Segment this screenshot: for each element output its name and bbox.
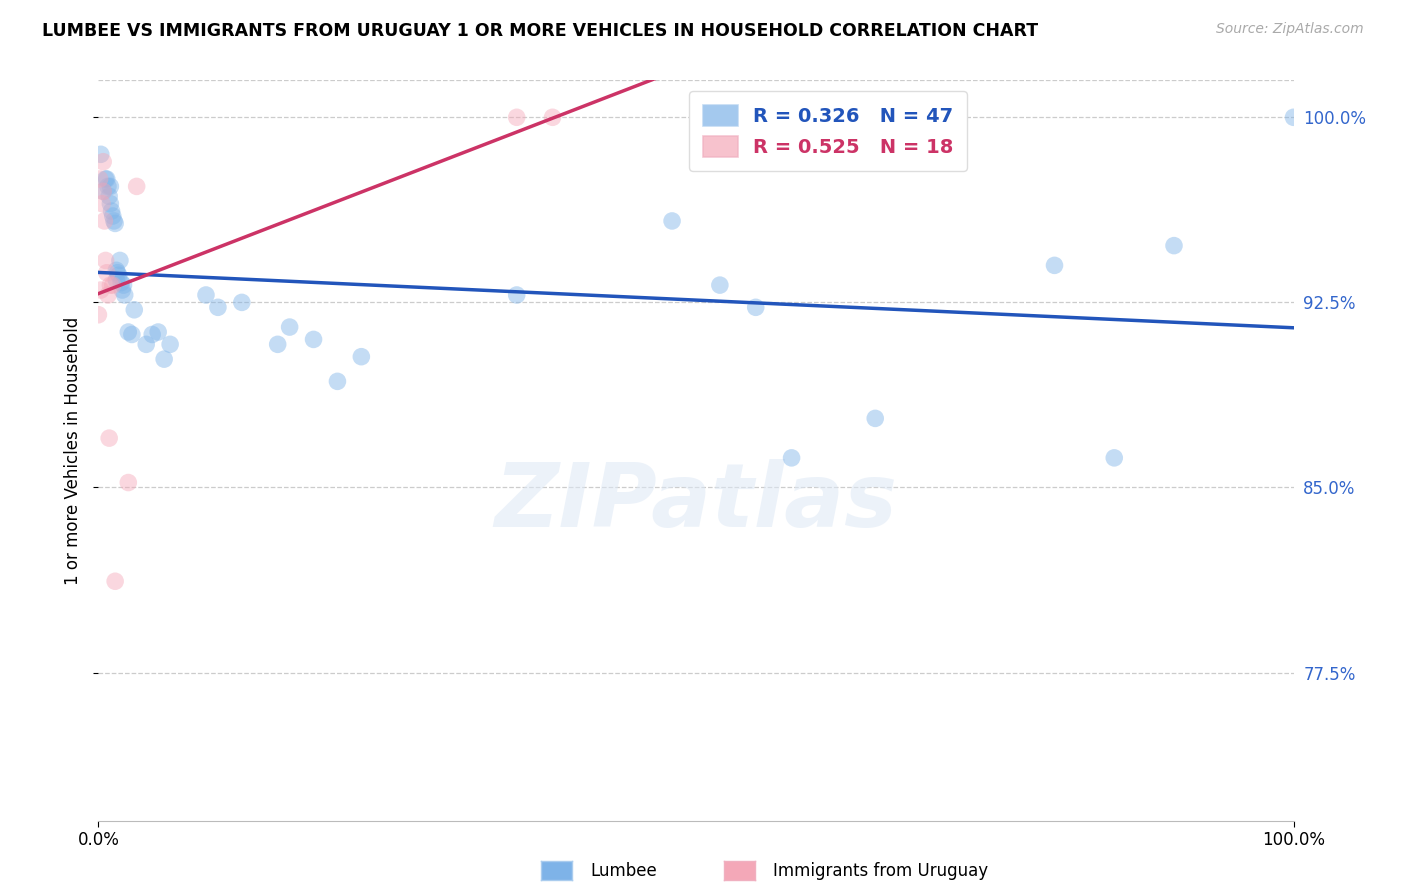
Point (153, 352, 176, 367)
Y-axis label: 1 or more Vehicles in Household: 1 or more Vehicles in Household (65, 317, 83, 584)
Point (96, 172, 118, 186)
Point (97, 288, 120, 302)
Point (506, 288, 529, 302)
Point (141, 327, 163, 342)
Point (103, 214, 125, 228)
Point (124, 302, 146, 317)
Legend: R = 0.326   N = 47, R = 0.525   N = 18: R = 0.326 N = 47, R = 0.525 N = 18 (689, 92, 967, 170)
Point (108, 253, 131, 268)
Point (506, 110, 529, 124)
Point (207, 301, 229, 315)
Point (121, 327, 143, 342)
Point (98, 431, 121, 445)
Point (96, 266, 118, 280)
Point (117, 475, 139, 490)
Text: Immigrants from Uruguay: Immigrants from Uruguay (773, 862, 988, 880)
Point (91, 196, 114, 211)
Point (350, 350, 373, 364)
Point (326, 375, 349, 389)
Point (1043, 258, 1066, 272)
Point (159, 337, 181, 351)
Point (745, 301, 768, 315)
Point (104, 216, 127, 230)
Point (97, 179, 120, 194)
Point (91, 184, 114, 198)
Point (125, 179, 148, 194)
Point (93, 214, 115, 228)
Point (1282, 110, 1305, 124)
Text: LUMBEE VS IMMIGRANTS FROM URUGUAY 1 OR MORE VEHICLES IN HOUSEHOLD CORRELATION CH: LUMBEE VS IMMIGRANTS FROM URUGUAY 1 OR M… (42, 22, 1038, 40)
Point (105, 273, 128, 287)
Point (114, 288, 136, 302)
Point (105, 263, 128, 277)
Point (104, 574, 127, 589)
Point (101, 278, 124, 293)
Point (107, 268, 129, 283)
Point (110, 276, 132, 290)
Point (780, 450, 803, 465)
Point (90, 147, 112, 161)
Point (267, 337, 290, 351)
Text: Lumbee: Lumbee (591, 862, 657, 880)
Point (1163, 238, 1185, 252)
Point (231, 295, 253, 310)
Text: ZIPatlas: ZIPatlas (495, 458, 897, 546)
Point (112, 278, 135, 293)
Point (94, 172, 117, 186)
Point (98, 189, 121, 203)
Point (90, 283, 112, 297)
Point (98, 196, 122, 211)
Point (107, 266, 129, 280)
Point (87, 308, 110, 322)
Point (148, 325, 170, 339)
Point (541, 110, 564, 124)
Point (865, 411, 887, 425)
Point (94, 253, 117, 268)
Text: Source: ZipAtlas.com: Source: ZipAtlas.com (1216, 22, 1364, 37)
Point (98, 179, 122, 194)
Point (117, 325, 139, 339)
Point (195, 288, 218, 302)
Point (302, 332, 325, 346)
Point (278, 320, 301, 334)
Point (135, 337, 157, 351)
Point (89, 172, 111, 186)
Point (100, 204, 122, 219)
Point (91, 184, 114, 198)
Point (1104, 450, 1126, 465)
Point (111, 283, 134, 297)
Point (661, 214, 683, 228)
Point (709, 278, 731, 293)
Point (98, 278, 122, 293)
Point (101, 209, 124, 223)
Point (91, 154, 114, 169)
